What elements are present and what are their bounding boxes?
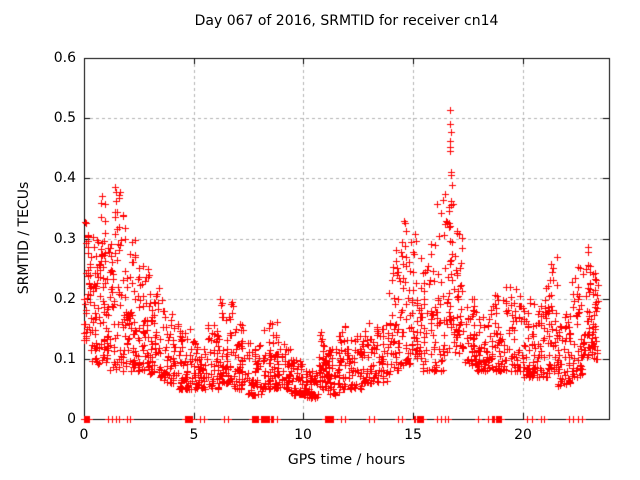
y-tick-label: 0.3 — [53, 231, 76, 247]
y-tick-label: 0.1 — [53, 351, 76, 367]
y-tick-label: 0.5 — [53, 110, 76, 126]
x-axis-label: GPS time / hours — [287, 452, 406, 468]
chart-title: Day 067 of 2016, SRMTID for receiver cn1… — [194, 13, 499, 29]
x-tick-label: 10 — [294, 427, 312, 443]
x-tick-label: 5 — [189, 427, 199, 443]
y-tick-label: 0 — [67, 411, 76, 427]
x-tick-label: 15 — [404, 427, 422, 443]
x-tick-label: 20 — [514, 427, 532, 443]
x-tick-label: 0 — [79, 427, 89, 443]
y-tick-label: 0.4 — [53, 170, 76, 186]
y-tick-label: 0.6 — [53, 50, 76, 66]
y-tick-label: 0.2 — [53, 291, 76, 307]
